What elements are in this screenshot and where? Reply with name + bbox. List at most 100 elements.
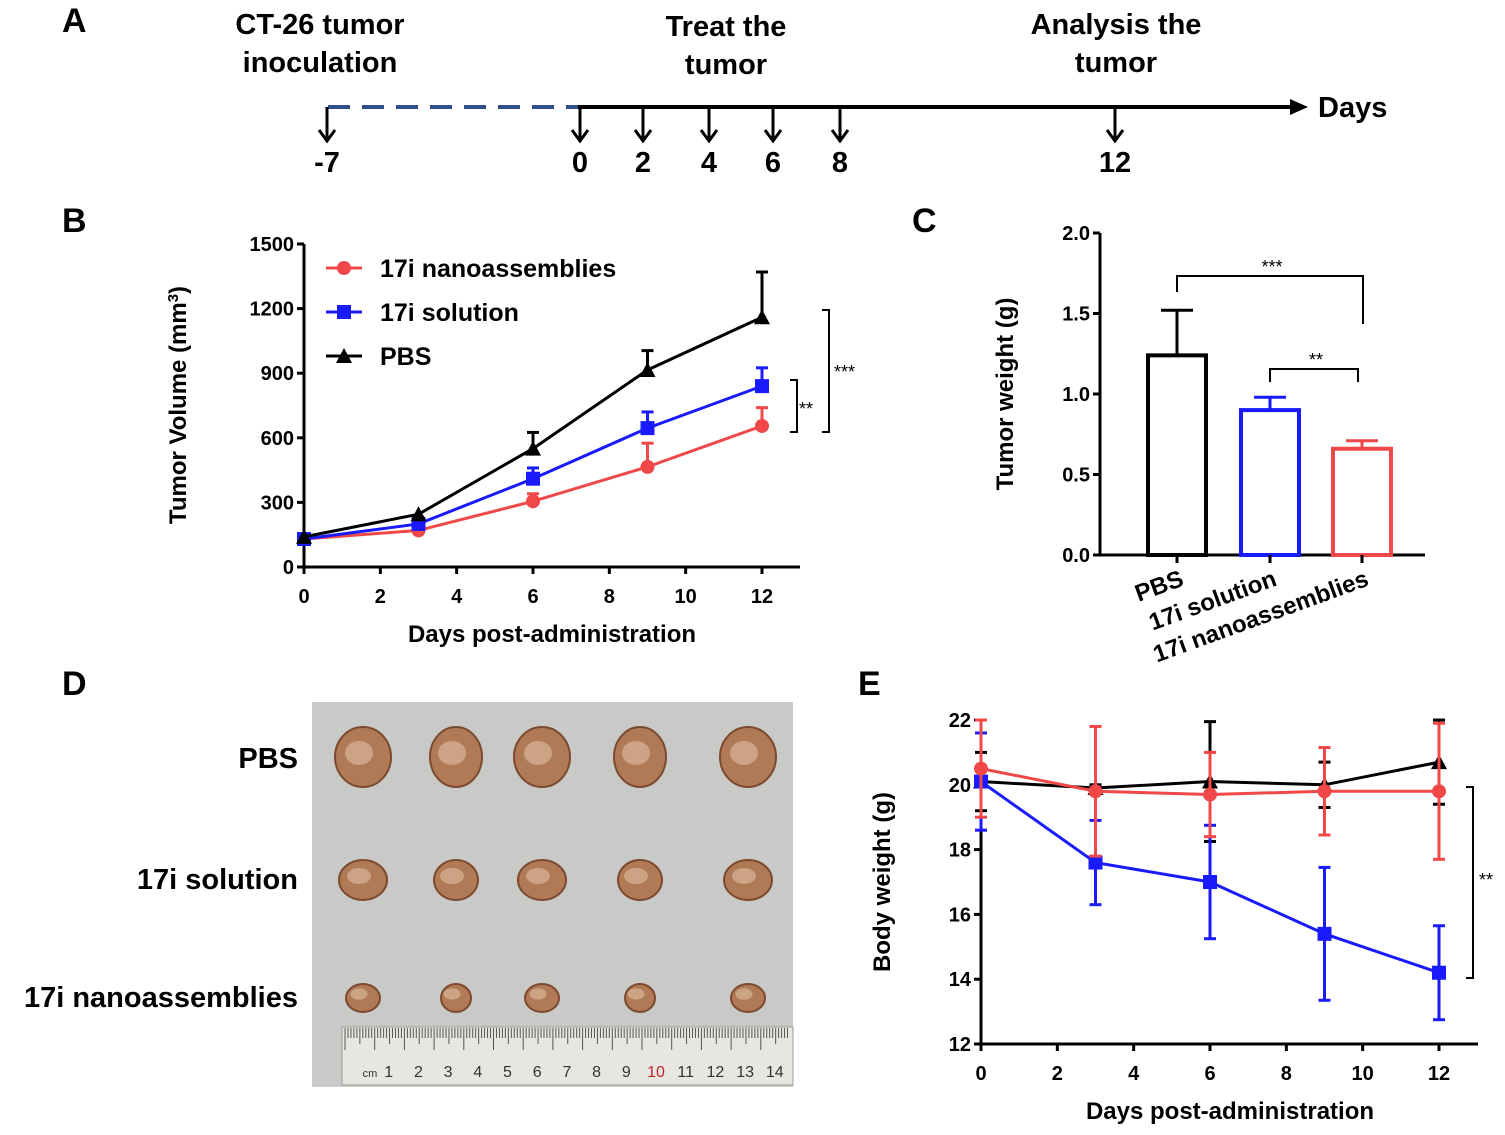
- timeline: CT-26 tumor inoculation Treat the tumor …: [235, 9, 1387, 179]
- x-tick-label: 8: [1281, 1063, 1292, 1085]
- ruler-number: 5: [503, 1064, 512, 1081]
- c-ylabel: Tumor weight (g): [992, 298, 1019, 491]
- tumor-highlight: [735, 988, 753, 1000]
- y-tick-label: 22: [949, 710, 971, 732]
- y-tick-label: 20: [949, 775, 971, 797]
- tumor-highlight: [622, 741, 650, 765]
- series-pbs: [296, 270, 770, 544]
- x-tick-label: 0: [298, 586, 309, 608]
- event-inoculation-line1: CT-26 tumor: [235, 9, 404, 41]
- x-tick-label: 10: [675, 586, 697, 608]
- data-point: [1203, 875, 1217, 889]
- data-point: [640, 421, 655, 436]
- x-tick-label: 2: [1052, 1063, 1063, 1085]
- b-xlabel: Days post-administration: [408, 621, 696, 648]
- series-17i-solution: [297, 366, 769, 547]
- significance-label: **: [799, 399, 813, 419]
- series-line: [303, 384, 763, 541]
- timeline-tick-label: 8: [832, 147, 848, 179]
- data-point: [410, 506, 427, 522]
- data-point: [755, 418, 769, 433]
- legend-label: PBS: [380, 343, 431, 371]
- panel-label-b: B: [62, 202, 87, 240]
- significance-label: **: [1309, 350, 1323, 370]
- series-circle: [974, 718, 1446, 861]
- y-tick-label: 600: [261, 428, 294, 450]
- event-analysis-line2: tumor: [1075, 47, 1157, 79]
- significance-bracket: [1466, 786, 1474, 979]
- data-point: [754, 309, 770, 325]
- photo-row-label-pbs: PBS: [238, 743, 298, 775]
- data-point: [755, 379, 769, 394]
- ruler-number: 7: [562, 1064, 571, 1081]
- y-tick-label: 16: [949, 904, 971, 926]
- timeline-tick-label: 0: [572, 147, 588, 179]
- event-treat-line1: Treat the: [666, 11, 787, 43]
- y-tick-label: 12: [949, 1034, 971, 1056]
- x-tick-label: 8: [604, 586, 615, 608]
- panel-label-e: E: [858, 665, 881, 703]
- arrow-down-icon: [570, 129, 590, 144]
- x-tick-label: 4: [451, 586, 463, 608]
- ruler-number: 8: [592, 1064, 601, 1081]
- timeline-tick-label: -7: [314, 147, 340, 179]
- timeline-tick-label: 12: [1099, 147, 1131, 179]
- legend-label: 17i solution: [380, 299, 519, 327]
- y-tick-label: 1500: [250, 234, 295, 256]
- data-point: [1088, 784, 1103, 799]
- ruler-number: 9: [622, 1064, 631, 1081]
- x-tick-label: 4: [1128, 1063, 1140, 1085]
- y-tick-label: 1200: [250, 299, 295, 321]
- data-point: [1317, 784, 1332, 799]
- tumor-highlight: [524, 741, 552, 765]
- event-treat-line2: tumor: [685, 49, 767, 81]
- y-tick-label: 2.0: [1062, 223, 1090, 245]
- event-analysis-line1: Analysis the: [1031, 9, 1202, 41]
- ruler-number: 13: [736, 1064, 754, 1081]
- significance-label: ***: [834, 362, 855, 382]
- ruler-number: 4: [473, 1064, 482, 1081]
- legend-item: PBS: [326, 343, 431, 371]
- y-tick-label: 0: [283, 557, 294, 579]
- tumor-highlight: [624, 868, 648, 884]
- data-point: [1432, 784, 1446, 799]
- ruler-number: cm: [363, 1068, 378, 1080]
- y-tick-label: 14: [949, 969, 972, 991]
- data-point: [974, 761, 988, 776]
- photo-row-label-nano: 17i nanoassemblies: [24, 982, 298, 1014]
- panel-label-d: D: [62, 665, 87, 703]
- x-tick-label: 12: [751, 586, 773, 608]
- body-weight-chart: Body weight (g) Days post-administration…: [869, 710, 1493, 1125]
- significance-bracket: [1176, 275, 1364, 324]
- event-inoculation-line2: inoculation: [243, 47, 398, 79]
- y-tick-label: 1.5: [1062, 304, 1090, 326]
- arrow-down-icon: [763, 129, 783, 144]
- arrow-down-icon: [1105, 129, 1125, 144]
- significance-bracket: [790, 379, 798, 433]
- tumor-photo: PBS 17i solution 17i nanoassemblies cm 1 2…: [24, 702, 794, 1087]
- ruler-number: 1: [384, 1064, 393, 1081]
- timeline-tick-label: 6: [765, 147, 781, 179]
- data-point: [1203, 787, 1217, 802]
- data-point: [1317, 926, 1332, 941]
- panel-label-c: C: [912, 202, 937, 240]
- significance-label: **: [1479, 870, 1493, 890]
- tumor-highlight: [732, 868, 756, 884]
- y-tick-label: 1.0: [1062, 384, 1090, 406]
- x-tick-label: 0: [975, 1063, 986, 1085]
- data-point: [525, 440, 541, 456]
- arrow-down-icon: [633, 129, 653, 144]
- legend-label: 17i nanoassemblies: [380, 255, 616, 283]
- tumor-highlight: [438, 741, 466, 765]
- timeline-arrowhead-icon: [1290, 99, 1308, 115]
- x-tick-label: 10: [1352, 1063, 1374, 1085]
- ruler-number: 14: [766, 1064, 784, 1081]
- tumor-highlight: [350, 988, 368, 1000]
- data-point: [639, 361, 656, 377]
- ruler-number: 2: [414, 1064, 423, 1081]
- significance-label: ***: [1261, 257, 1282, 277]
- x-tick-label: 2: [375, 586, 386, 608]
- y-tick-label: 18: [949, 840, 971, 862]
